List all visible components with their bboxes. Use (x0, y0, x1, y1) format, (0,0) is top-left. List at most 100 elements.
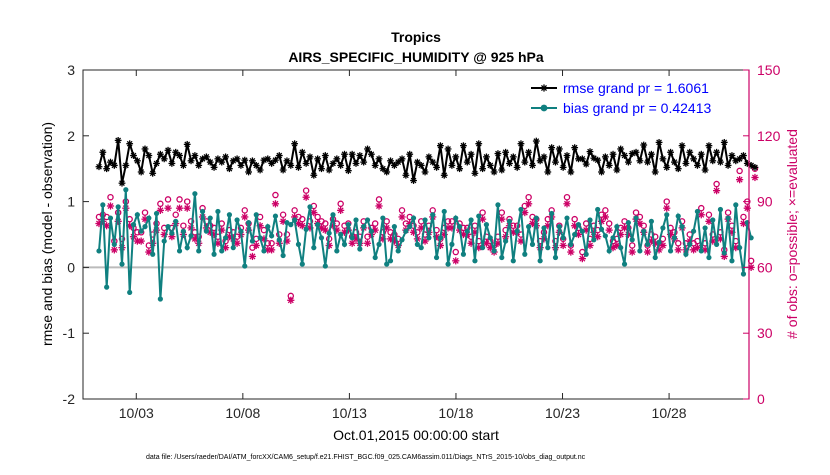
rmse-point-d2 (656, 139, 662, 146)
rmse-point (279, 166, 287, 174)
bias-point (552, 254, 559, 261)
bias-point (192, 191, 198, 197)
obs-evaluated-point-d2 (165, 205, 172, 212)
rmse-point (310, 171, 318, 179)
obs-evaluated-point (628, 248, 636, 256)
bias-point (518, 206, 524, 213)
obs-evaluated-point (525, 200, 533, 208)
obs-evaluated-point (559, 241, 567, 250)
bias-point (127, 289, 133, 296)
rmse-point (460, 142, 467, 150)
rmse-point (701, 166, 709, 174)
obs-evaluated-point (567, 248, 575, 256)
rmse-point-d2 (245, 169, 252, 175)
rmse-point-d2 (195, 162, 202, 169)
obs-evaluated-point (736, 176, 744, 184)
rmse-point (202, 153, 210, 161)
rmse-point (751, 163, 759, 171)
legend: rmse grand pr = 1.6061 bias grand pr = 0… (525, 78, 741, 118)
rmse-point (532, 137, 540, 145)
rmse-point (302, 160, 310, 167)
rmse-point (99, 148, 107, 156)
bias-point (499, 254, 505, 261)
obs-possible-point (164, 196, 172, 203)
rmse-point (103, 165, 111, 173)
obs-evaluated-point (103, 222, 111, 230)
rmse-point-d2 (387, 157, 394, 164)
bias-point (219, 248, 225, 254)
bias-point (564, 215, 570, 221)
obs-evaluated-point-d2 (107, 202, 114, 209)
rmse-point (540, 153, 548, 161)
obs-possible-point (628, 242, 636, 249)
rmse-point (118, 179, 126, 187)
rmse-point-d2 (161, 155, 168, 162)
obs-evaluated-point-d2 (176, 205, 183, 212)
rmse-point-d2 (433, 164, 440, 171)
rmse-point-d2 (652, 169, 659, 175)
obs-evaluated-point-d2 (138, 238, 145, 245)
obs-possible-point (249, 244, 256, 251)
rmse-point-d2 (153, 160, 160, 167)
rmse-point (483, 153, 490, 161)
obs-evaluated-point-d2 (272, 200, 279, 207)
rmse-point (659, 155, 667, 163)
rmse-point (521, 158, 529, 166)
rmse-point (740, 152, 747, 159)
y-tick-label: -1 (63, 325, 76, 341)
rmse-point (494, 150, 502, 157)
obs-evaluated-point-d2 (376, 202, 383, 209)
rmse-point-d2 (107, 159, 114, 165)
rmse-point (586, 148, 594, 155)
bias-point (664, 212, 670, 218)
rmse-point-d2 (176, 152, 183, 159)
bias-point (476, 213, 482, 219)
bias-point (529, 241, 536, 247)
rmse-point (513, 163, 521, 171)
rmse-point-d2 (287, 162, 294, 169)
obs-evaluated-point (643, 248, 652, 256)
rmse-point-d2 (211, 164, 217, 171)
rmse-point (709, 157, 717, 165)
rmse-point-d2 (452, 153, 459, 160)
bias-point (338, 231, 344, 238)
rmse-point-d2 (284, 157, 290, 164)
obs-possible-point (605, 220, 613, 227)
rmse-point (475, 140, 483, 148)
rmse-point-d2 (299, 149, 306, 156)
obs-evaluated-point-d2 (629, 249, 636, 256)
rmse-point-d2 (119, 180, 125, 187)
legend-rmse-label: rmse grand pr = 1.6061 (563, 80, 709, 96)
rmse-point (724, 162, 732, 169)
bias-point (353, 217, 359, 223)
rmse-point (678, 142, 686, 150)
rmse-point-d2 (399, 155, 405, 162)
obs-evaluated-point (743, 204, 751, 212)
bias-point (648, 218, 654, 224)
rmse-point-d2 (422, 169, 428, 175)
rmse-point-d2 (449, 162, 455, 169)
rmse-point-d2 (307, 153, 313, 160)
bias-point (315, 222, 321, 228)
rmse-point (594, 156, 602, 164)
obs-evaluated-point (175, 204, 184, 212)
bias-point (568, 241, 574, 247)
rmse-point (233, 155, 241, 163)
rmse-point-d2 (725, 162, 731, 169)
bias-point (384, 261, 390, 267)
rmse-point-d2 (533, 138, 540, 144)
rmse-point (264, 155, 272, 163)
bias-point (414, 241, 420, 247)
rmse-point (717, 158, 724, 166)
bias-point (107, 215, 114, 221)
rmse-point-d2 (544, 169, 551, 175)
obs-evaluated-point (298, 222, 306, 230)
rmse-point (133, 157, 141, 165)
rmse-point (364, 145, 371, 153)
obs-evaluated-point (302, 193, 310, 201)
obs-evaluated-point-d2 (602, 213, 609, 220)
obs-possible-point (141, 209, 149, 216)
rmse-point-d2 (218, 159, 225, 165)
rmse-point-d2 (99, 149, 106, 156)
